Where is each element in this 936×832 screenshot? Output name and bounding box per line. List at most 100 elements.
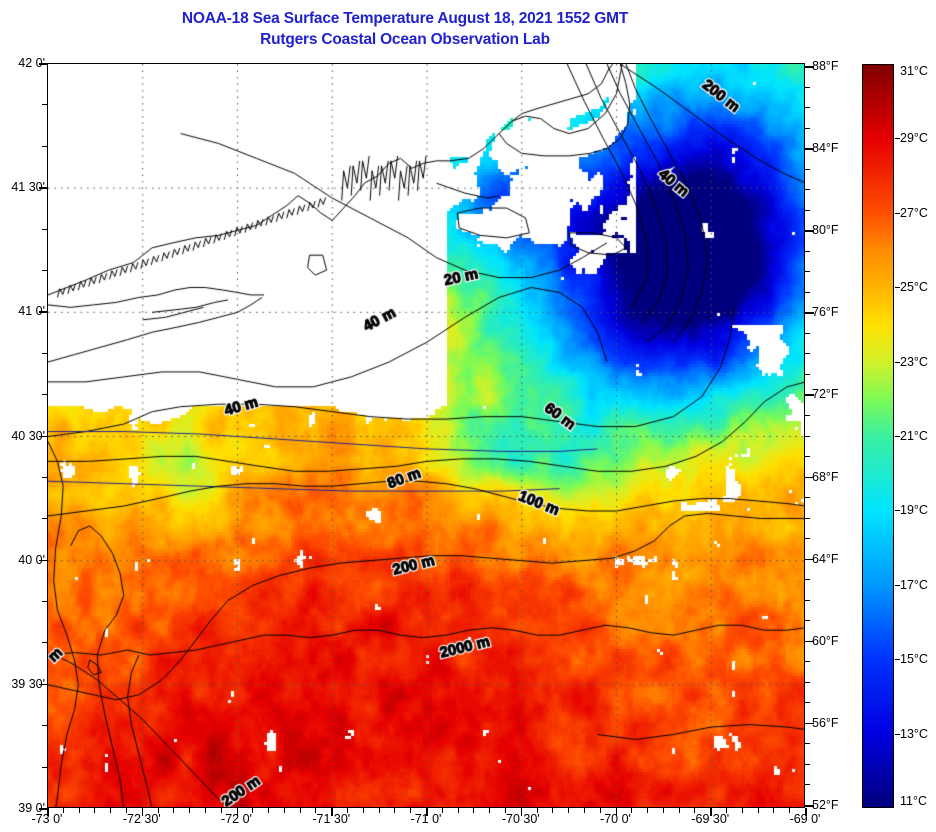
axis-tick xyxy=(457,808,459,813)
lon-tick-label-7: -69 30' xyxy=(691,812,730,826)
axis-tick xyxy=(599,808,601,813)
axis-tick xyxy=(347,808,349,813)
axis-tick xyxy=(805,805,814,807)
axis-tick xyxy=(805,456,810,458)
colorbar-tick-label-0: 31°C xyxy=(900,64,928,78)
axis-tick xyxy=(805,579,810,581)
colorbar-tick xyxy=(895,138,900,140)
axis-tick xyxy=(789,808,791,813)
lon-tick-label-0: -73 0' xyxy=(31,812,63,826)
axis-tick xyxy=(204,808,206,813)
axis-tick xyxy=(299,808,301,813)
colorbar-tick xyxy=(895,659,900,661)
axis-tick xyxy=(236,808,238,816)
axis-tick xyxy=(805,497,810,499)
axis-tick xyxy=(805,661,810,663)
lon-tick-label-4: -71 0' xyxy=(410,812,442,826)
axis-tick xyxy=(805,148,814,150)
lat-tick-label-1: 41 30' xyxy=(11,180,45,195)
axis-tick xyxy=(805,808,807,816)
axis-tick xyxy=(39,435,47,437)
colorbar-tick-label-2: 27°C xyxy=(900,205,928,220)
axis-tick xyxy=(773,808,775,813)
axis-tick xyxy=(39,187,47,189)
fahrenheit-tick-label-5: 68°F xyxy=(812,469,839,484)
axis-tick xyxy=(805,394,814,396)
axis-tick xyxy=(42,766,47,768)
axis-tick xyxy=(741,808,743,813)
lon-tick-label-3: -71 30' xyxy=(312,812,351,826)
axis-tick xyxy=(315,808,317,813)
axis-tick xyxy=(362,808,364,813)
axis-tick xyxy=(805,743,810,745)
axis-tick xyxy=(378,808,380,813)
axis-tick xyxy=(125,808,127,813)
colorbar-tick-label-7: 17°C xyxy=(900,577,928,592)
axis-tick xyxy=(283,808,285,813)
axis-tick xyxy=(42,269,47,271)
fahrenheit-tick-label-3: 76°F xyxy=(812,305,839,320)
axis-tick xyxy=(726,808,728,813)
colorbar-tick xyxy=(895,510,900,512)
lat-tick-label-2: 41 0' xyxy=(18,304,45,319)
axis-tick xyxy=(805,558,814,561)
colorbar-gradient xyxy=(863,65,893,807)
axis-tick xyxy=(805,414,810,416)
axis-tick xyxy=(552,808,554,813)
axis-tick xyxy=(536,808,538,813)
axis-tick xyxy=(805,312,814,314)
axis-tick xyxy=(805,66,814,68)
colorbar-tick-label-10: 11°C xyxy=(900,794,928,808)
axis-tick xyxy=(47,808,49,816)
axis-tick xyxy=(42,601,47,603)
axis-tick xyxy=(662,808,664,813)
axis-tick xyxy=(805,722,814,725)
axis-tick xyxy=(426,808,428,816)
axis-tick xyxy=(805,763,810,765)
colorbar-tick xyxy=(895,436,900,437)
fahrenheit-tick-label-2: 80°F xyxy=(812,223,839,238)
lat-tick-label-4: 40 0' xyxy=(18,552,45,567)
fahrenheit-tick-label-8: 56°F xyxy=(812,715,839,730)
axis-tick xyxy=(62,808,64,813)
axis-tick xyxy=(568,808,570,813)
axis-tick xyxy=(39,63,47,65)
lat-tick-label-6: 39 0' xyxy=(18,801,45,815)
lon-tick-label-8: -69 0' xyxy=(789,812,821,826)
sst-map-plot[interactable] xyxy=(47,63,805,808)
axis-tick xyxy=(647,808,649,813)
lat-tick-label-5: 39 30' xyxy=(11,676,45,691)
axis-tick xyxy=(252,808,254,813)
axis-tick xyxy=(42,394,47,396)
axis-tick xyxy=(710,808,712,816)
axis-tick xyxy=(520,808,523,816)
axis-tick xyxy=(631,808,633,813)
axis-tick xyxy=(694,808,696,813)
axis-tick xyxy=(805,127,810,129)
axis-tick xyxy=(805,435,810,437)
temperature-colorbar[interactable] xyxy=(862,64,894,808)
axis-tick xyxy=(757,808,759,813)
axis-tick xyxy=(42,145,47,147)
axis-tick xyxy=(805,250,810,252)
axis-tick xyxy=(805,476,814,479)
axis-tick xyxy=(94,808,96,813)
fahrenheit-tick-label-9: 52°F xyxy=(812,798,839,812)
fahrenheit-tick-label-1: 84°F xyxy=(812,141,839,156)
coastline-and-isobath-overlay xyxy=(48,64,804,807)
axis-tick xyxy=(42,642,47,644)
axis-tick xyxy=(441,808,443,813)
axis-tick xyxy=(805,517,810,519)
axis-tick xyxy=(805,107,810,109)
axis-tick xyxy=(141,808,144,816)
axis-tick xyxy=(805,168,810,170)
axis-tick xyxy=(220,808,222,813)
axis-tick xyxy=(473,808,475,813)
axis-tick xyxy=(805,86,810,88)
colorbar-tick xyxy=(895,733,900,735)
axis-tick xyxy=(42,476,47,478)
axis-tick xyxy=(42,228,47,230)
title-line-2: Rutgers Coastal Ocean Observation Lab xyxy=(260,31,550,48)
fahrenheit-tick-label-0: 88°F xyxy=(812,59,839,73)
axis-tick xyxy=(189,808,191,813)
